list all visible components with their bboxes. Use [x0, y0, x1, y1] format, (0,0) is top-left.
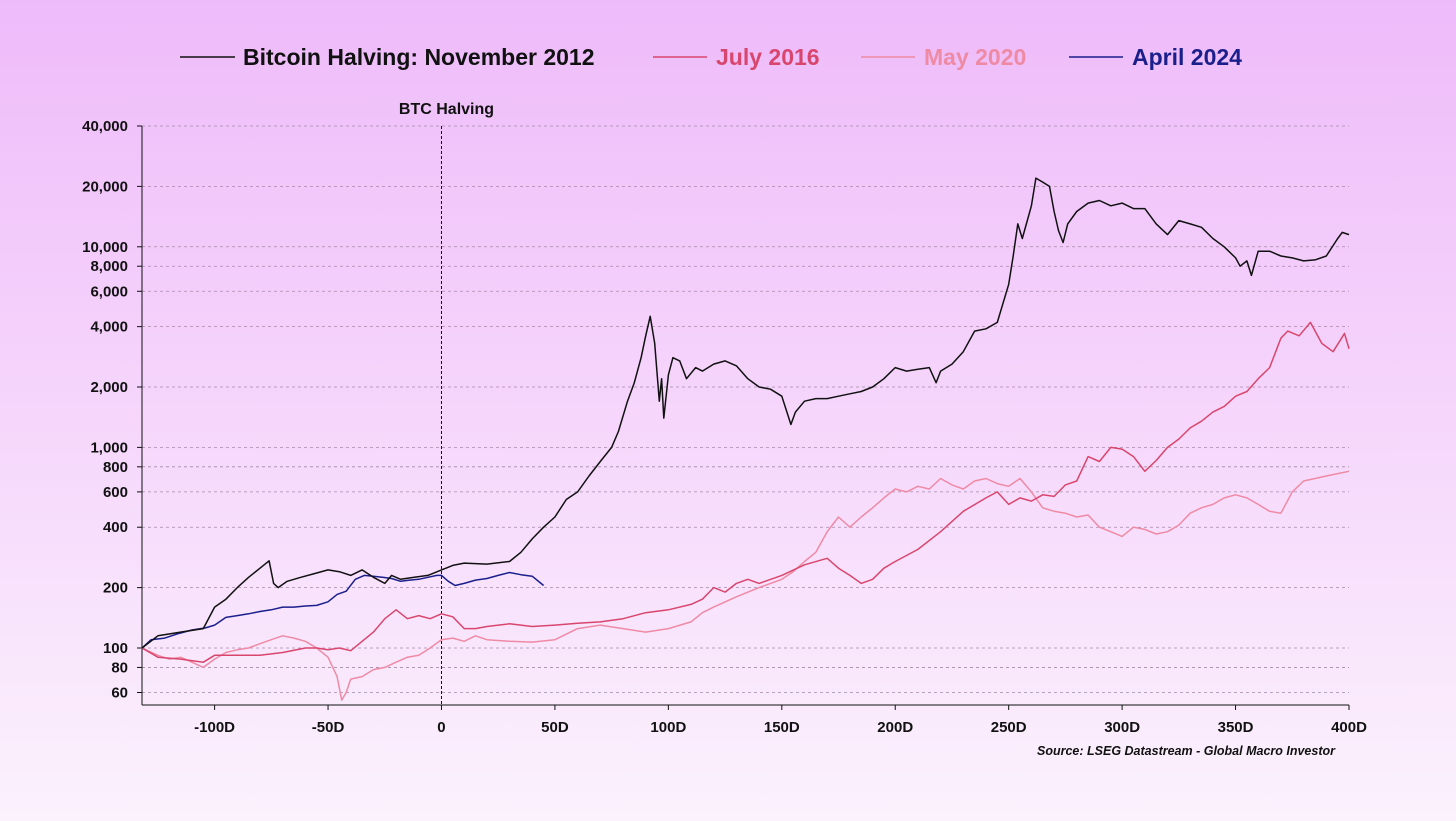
y-tick-label: 60 — [111, 685, 128, 702]
series-line-2016 — [141, 321, 1350, 663]
y-tick-label: 40,000 — [82, 118, 128, 135]
x-tick-label: 350D — [1218, 719, 1254, 736]
legend: Bitcoin Halving: November 2012 July 2016… — [180, 44, 1242, 70]
legend-label-2016: July 2016 — [716, 44, 820, 70]
y-tick-label: 100 — [103, 640, 128, 657]
x-tick-label: 200D — [877, 719, 913, 736]
y-axis-ticks: 60 80 100 200 400 600 800 1,000 2,000 4,000 6,000 8… — [82, 118, 142, 702]
y-tick-label: 400 — [103, 519, 128, 536]
y-tick-label: 6,000 — [90, 283, 128, 300]
y-tick-label: 20,000 — [82, 178, 128, 195]
x-tick-label: 400D — [1331, 719, 1367, 736]
gridlines — [142, 125, 1349, 693]
y-tick-label: 8,000 — [90, 258, 128, 275]
y-tick-label: 800 — [103, 459, 128, 476]
y-tick-label: 200 — [103, 580, 128, 597]
x-tick-label: -100D — [194, 719, 235, 736]
y-tick-label: 2,000 — [90, 379, 128, 396]
halving-annotation: BTC Halving — [399, 101, 494, 118]
y-tick-label: 10,000 — [82, 239, 128, 256]
y-tick-label: 4,000 — [90, 319, 128, 336]
legend-entry-2020[interactable]: May 2020 — [861, 44, 1026, 70]
series-line-2020 — [141, 470, 1350, 701]
series-line-2012 — [141, 177, 1350, 649]
legend-label-2012: Bitcoin Halving: November 2012 — [243, 44, 595, 70]
x-axis-ticks: -100D -50D 0 50D 100D 150D 200D 250D 300D 350D 400… — [194, 705, 1367, 736]
legend-label-2024: April 2024 — [1132, 44, 1242, 70]
legend-entry-2012[interactable]: Bitcoin Halving: November 2012 — [180, 44, 595, 70]
x-tick-label: -50D — [312, 719, 345, 736]
x-tick-label: 250D — [991, 719, 1027, 736]
legend-entry-2024[interactable]: April 2024 — [1069, 44, 1242, 70]
y-tick-label: 80 — [111, 659, 128, 676]
x-tick-label: 150D — [764, 719, 800, 736]
x-tick-label: 100D — [650, 719, 686, 736]
series-line-2024 — [141, 571, 545, 649]
source-note: Source: LSEG Datastream - Global Macro I… — [1037, 744, 1336, 758]
series-layer — [141, 177, 1350, 701]
y-tick-label: 1,000 — [90, 439, 128, 456]
x-tick-label: 50D — [541, 719, 569, 736]
x-tick-label: 0 — [437, 719, 445, 736]
y-tick-label: 600 — [103, 484, 128, 501]
x-tick-label: 300D — [1104, 719, 1140, 736]
legend-label-2020: May 2020 — [924, 44, 1026, 70]
legend-entry-2016[interactable]: July 2016 — [653, 44, 820, 70]
